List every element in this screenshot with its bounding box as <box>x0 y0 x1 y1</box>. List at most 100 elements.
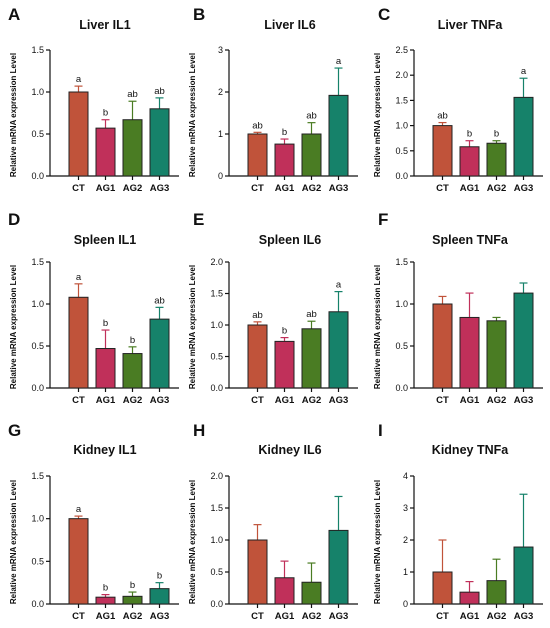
x-tick-label: AG2 <box>302 395 322 406</box>
significance-label: b <box>282 326 287 337</box>
significance-label: ab <box>252 120 263 131</box>
x-tick-label: CT <box>251 611 264 622</box>
y-tick-label: 0.0 <box>31 383 44 393</box>
y-tick-label: 0.5 <box>210 567 223 577</box>
panel-letter: H <box>193 421 205 440</box>
panel-letter: F <box>378 210 388 229</box>
y-tick-label: 2.5 <box>395 45 408 55</box>
panel-letter: C <box>378 5 390 24</box>
significance-label: a <box>76 504 82 515</box>
y-axis-label: Relative mRNA expression Level <box>188 480 197 604</box>
bar-ag2 <box>486 580 507 605</box>
bar-ag2 <box>486 142 507 177</box>
bar-ag1 <box>459 146 480 177</box>
panel-letter: I <box>378 421 383 440</box>
panel-letter: A <box>8 5 20 24</box>
significance-label: b <box>103 583 108 594</box>
bar-ct <box>247 539 268 605</box>
y-tick-label: 1.5 <box>31 257 44 267</box>
y-tick-label: 0.0 <box>395 383 408 393</box>
y-tick-label: 4 <box>403 471 408 481</box>
bar-ag1 <box>95 348 116 389</box>
y-axis-label: Relative mRNA expression Level <box>373 480 382 604</box>
chart-panel: E Spleen IL6 Relative mRNA expression Leve… <box>188 210 358 406</box>
significance-label: b <box>130 335 135 346</box>
x-tick-label: AG1 <box>275 611 295 622</box>
chart-title: Liver TNFa <box>438 18 504 32</box>
y-tick-label: 1.5 <box>395 257 408 267</box>
significance-label: ab <box>306 309 317 320</box>
x-tick-label: AG3 <box>514 183 534 194</box>
bar-ct <box>432 125 453 177</box>
x-tick-label: AG2 <box>487 395 507 406</box>
bar-ag1 <box>459 316 480 389</box>
y-tick-label: 1.0 <box>210 535 223 545</box>
y-tick-label: 0.5 <box>395 341 408 351</box>
bar-ag1 <box>95 127 116 177</box>
panel-letter: G <box>8 421 21 440</box>
panel-letter: B <box>193 5 205 24</box>
x-tick-label: AG2 <box>123 183 143 194</box>
bar-ag3 <box>328 529 349 605</box>
bar-ag1 <box>274 143 295 177</box>
chart-panel: A Liver IL1 Relative mRNA expression Level… <box>8 5 179 194</box>
y-tick-label: 2.0 <box>210 471 223 481</box>
x-tick-label: AG3 <box>514 395 534 406</box>
x-tick-label: AG1 <box>460 611 480 622</box>
x-tick-label: AG1 <box>460 183 480 194</box>
significance-label: b <box>467 129 472 140</box>
significance-label: a <box>521 66 527 77</box>
chart-panel: I Kidney TNFa Relative mRNA expression Lev… <box>373 421 543 622</box>
y-tick-label: 0.0 <box>210 599 223 609</box>
significance-label: a <box>76 74 82 85</box>
y-tick-label: 1.5 <box>210 503 223 513</box>
chart-title: Kidney IL6 <box>258 443 321 457</box>
significance-label: ab <box>437 111 448 122</box>
x-tick-label: CT <box>251 395 264 406</box>
x-tick-label: AG3 <box>150 395 170 406</box>
x-tick-label: AG3 <box>150 611 170 622</box>
x-tick-label: AG1 <box>96 611 116 622</box>
y-tick-label: 0.5 <box>31 556 44 566</box>
x-tick-label: CT <box>251 183 264 194</box>
bar-ag3 <box>513 96 534 177</box>
significance-label: a <box>76 272 82 283</box>
y-tick-label: 0.0 <box>395 171 408 181</box>
chart-panel: G Kidney IL1 Relative mRNA expression Leve… <box>8 421 179 622</box>
bar-ct <box>247 324 268 389</box>
chart-panel: B Liver IL6 Relative mRNA expression Level… <box>188 5 358 194</box>
y-tick-label: 1.0 <box>395 121 408 131</box>
y-tick-label: 1.0 <box>210 320 223 330</box>
y-tick-label: 0.0 <box>31 171 44 181</box>
x-tick-label: CT <box>436 611 449 622</box>
x-tick-label: AG1 <box>460 395 480 406</box>
significance-label: ab <box>154 295 165 306</box>
significance-label: b <box>130 580 135 591</box>
y-tick-label: 0.0 <box>31 599 44 609</box>
significance-label: ab <box>252 310 263 321</box>
bar-ct <box>68 296 89 389</box>
y-tick-label: 1.0 <box>31 514 44 524</box>
y-tick-label: 0.0 <box>210 383 223 393</box>
x-tick-label: AG2 <box>123 395 143 406</box>
x-tick-label: AG2 <box>302 611 322 622</box>
bar-ct <box>432 571 453 605</box>
chart-panel: D Spleen IL1 Relative mRNA expression Leve… <box>8 210 179 406</box>
significance-label: ab <box>306 111 317 122</box>
x-tick-label: CT <box>436 395 449 406</box>
bar-ag1 <box>95 596 116 605</box>
chart-panel: C Liver TNFa Relative mRNA expression Leve… <box>373 5 543 194</box>
y-tick-label: 2.0 <box>210 257 223 267</box>
x-tick-label: AG3 <box>329 611 349 622</box>
x-tick-label: AG2 <box>487 611 507 622</box>
x-tick-label: AG2 <box>302 183 322 194</box>
bar-ag3 <box>513 292 534 389</box>
bar-ag2 <box>486 320 507 389</box>
y-tick-label: 1.5 <box>395 95 408 105</box>
y-tick-label: 1 <box>403 567 408 577</box>
y-tick-label: 0.5 <box>210 352 223 362</box>
bar-ct <box>432 303 453 389</box>
bar-ct <box>247 133 268 177</box>
y-tick-label: 1.0 <box>31 299 44 309</box>
bar-ag1 <box>274 340 295 389</box>
